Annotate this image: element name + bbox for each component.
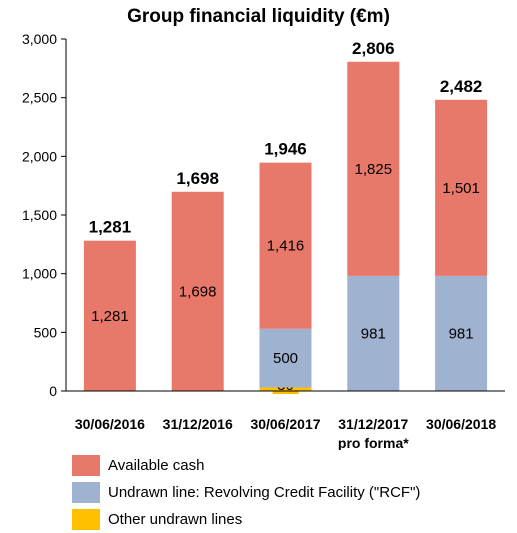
y-tick-label: 2,500 bbox=[22, 90, 57, 106]
y-tick-label: 0 bbox=[49, 383, 57, 399]
legend: Available cash Undrawn line: Revolving C… bbox=[72, 452, 420, 533]
bar-segment bbox=[259, 162, 312, 329]
y-tick-label: 3,000 bbox=[22, 31, 57, 47]
data-label: 1,416 bbox=[267, 238, 305, 255]
legend-label-available-cash: Available cash bbox=[108, 457, 205, 474]
legend-label-rcf: Undrawn line: Revolving Credit Facility … bbox=[108, 484, 421, 501]
bar-segment bbox=[347, 61, 400, 276]
y-tick-label: 1,500 bbox=[22, 207, 57, 223]
data-label: 1,501 bbox=[442, 180, 480, 197]
total-label: 2,806 bbox=[352, 39, 395, 58]
legend-item-other-undrawn: Other undrawn lines bbox=[72, 506, 420, 533]
total-label: 1,281 bbox=[89, 218, 132, 237]
bar-segment bbox=[435, 275, 488, 391]
y-tick-label: 2,000 bbox=[22, 148, 57, 164]
data-label: 1,698 bbox=[179, 283, 217, 300]
bar-segment bbox=[171, 191, 224, 391]
x-tick-label: pro forma* bbox=[338, 435, 409, 450]
bar-segment bbox=[435, 99, 488, 276]
chart-title: Group financial liquidity (€m) bbox=[127, 6, 390, 27]
data-label: 1,825 bbox=[355, 161, 393, 178]
data-label: 1,281 bbox=[91, 308, 129, 325]
legend-label-other-undrawn: Other undrawn lines bbox=[108, 511, 243, 528]
x-tick-label: 31/12/2017 bbox=[338, 416, 408, 432]
x-tick-label: 30/06/2016 bbox=[75, 416, 145, 432]
legend-item-rcf: Undrawn line: Revolving Credit Facility … bbox=[72, 479, 420, 506]
y-tick-label: 1,000 bbox=[22, 266, 57, 282]
total-label: 1,698 bbox=[176, 169, 219, 188]
y-tick-label: 500 bbox=[34, 324, 58, 340]
bar-segment bbox=[347, 275, 400, 391]
total-label: 1,946 bbox=[264, 140, 307, 159]
data-label: 500 bbox=[273, 350, 298, 367]
x-tick-label: 30/06/2018 bbox=[426, 416, 496, 432]
legend-swatch-available-cash bbox=[72, 455, 100, 476]
data-label: 981 bbox=[449, 325, 474, 342]
x-tick-label: 31/12/2016 bbox=[163, 416, 233, 432]
legend-swatch-other-undrawn bbox=[72, 509, 100, 530]
bar-segment bbox=[83, 240, 136, 391]
total-label: 2,482 bbox=[440, 77, 483, 96]
x-tick-label: 30/06/2017 bbox=[250, 416, 320, 432]
legend-item-available-cash: Available cash bbox=[72, 452, 420, 479]
legend-swatch-rcf bbox=[72, 482, 100, 503]
chart: 0 500 1,000 1,500 2,000 2,500 3,000 1,281 1,281 3… bbox=[22, 31, 505, 450]
bar-segment bbox=[259, 328, 312, 388]
data-label: 981 bbox=[361, 325, 386, 342]
